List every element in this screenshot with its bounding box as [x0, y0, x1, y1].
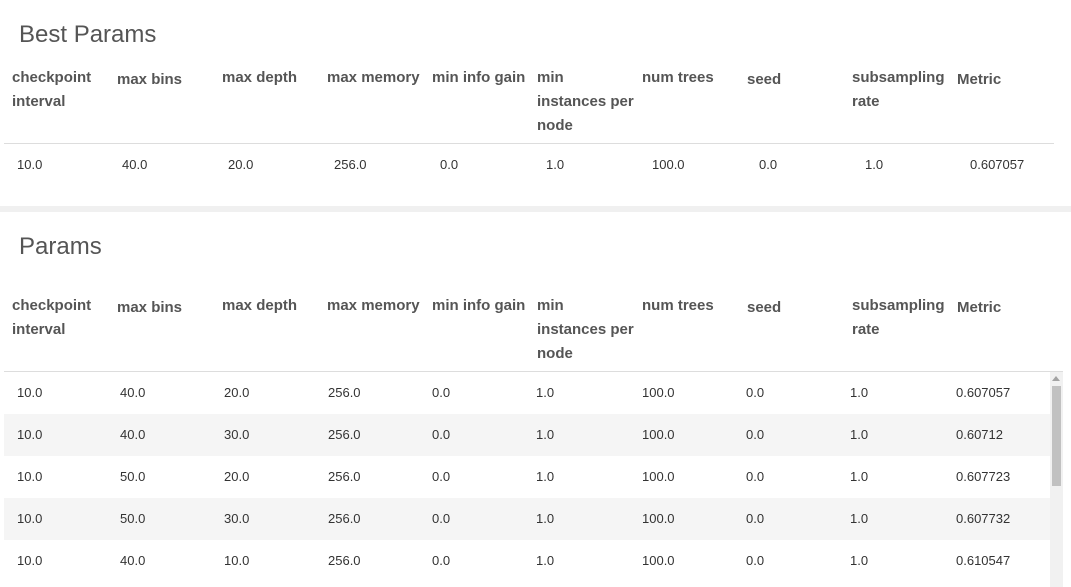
cell-max-bins: 40.0: [120, 553, 146, 568]
cell-min-instances-per-node: 1.0: [536, 553, 555, 568]
best-params-title: Best Params: [19, 21, 157, 48]
column-header-min-info-gain: min info gain: [432, 69, 526, 86]
cell-subsampling-rate: 1.0: [850, 553, 869, 568]
cell-min-instances-per-node: 1.0: [536, 385, 555, 400]
column-header-min-instances-per-node: min instances per node: [537, 69, 634, 134]
params-title: Params: [19, 233, 102, 260]
column-header-metric: Metric: [957, 299, 1002, 316]
cell-seed: 0.0: [746, 469, 765, 484]
cell-min-info-gain: 0.0: [432, 553, 451, 568]
params-header: checkpoint interval max bins max depth max …: [4, 294, 1054, 372]
table-row[interactable]: 10.0 50.0 30.0 256.0 0.0 1.0 100.0 0.0 1.0 0.6077…: [4, 498, 1050, 540]
cell-metric: 0.607057: [956, 385, 1011, 400]
cell-max-memory: 256.0: [328, 469, 361, 484]
cell-max-bins: 40.0: [120, 427, 146, 442]
cell-min-instances-per-node: 1.0: [536, 427, 555, 442]
column-header-checkpoint-interval: checkpoint interval: [12, 297, 92, 338]
cell-max-depth: 20.0: [224, 385, 250, 400]
cell-max-bins: 40.0: [120, 385, 146, 400]
cell-min-info-gain: 0.0: [432, 469, 451, 484]
cell-num-trees: 100.0: [642, 511, 675, 526]
cell-min-instances-per-node: 1.0: [536, 469, 555, 484]
cell-subsampling-rate: 1.0: [850, 427, 869, 442]
table-row[interactable]: 10.0 50.0 20.0 256.0 0.0 1.0 100.0 0.0 1.0 0.6077…: [4, 456, 1050, 498]
cell-checkpoint-interval: 10.0: [17, 553, 43, 568]
cell-subsampling-rate: 1.0: [865, 157, 884, 172]
cell-seed: 0.0: [746, 427, 765, 442]
cell-min-info-gain: 0.0: [432, 385, 451, 400]
best-params-panel: Best Params checkpoint interval max bins m…: [0, 0, 1071, 206]
cell-num-trees: 100.0: [642, 469, 675, 484]
column-header-num-trees: num trees: [642, 297, 714, 314]
cell-seed: 0.0: [759, 157, 778, 172]
cell-max-memory: 256.0: [334, 157, 367, 172]
scrollbar-thumb[interactable]: [1052, 386, 1061, 486]
cell-metric: 0.607732: [956, 511, 1011, 526]
scroll-up-arrow-icon[interactable]: [1052, 376, 1060, 381]
best-params-header: checkpoint interval max bins max depth max …: [4, 66, 1054, 144]
column-header-max-bins: max bins: [117, 71, 183, 88]
column-header-max-depth: max depth: [222, 69, 298, 86]
column-header-subsampling-rate: subsampling rate: [852, 69, 945, 110]
cell-num-trees: 100.0: [642, 553, 675, 568]
cell-num-trees: 100.0: [652, 157, 685, 172]
column-header-subsampling-rate: subsampling rate: [852, 297, 945, 338]
column-header-checkpoint-interval: checkpoint interval: [12, 69, 92, 110]
table-row[interactable]: 10.0 40.0 20.0 256.0 0.0 1.0 100.0 0.0 1.0 0.6070…: [4, 372, 1050, 414]
cell-subsampling-rate: 1.0: [850, 385, 869, 400]
params-scrollbar[interactable]: [1050, 372, 1063, 587]
cell-metric: 0.607057: [970, 157, 1025, 172]
column-header-min-instances-per-node: min instances per node: [537, 297, 634, 362]
best-params-header-divider: [4, 143, 1054, 144]
cell-max-memory: 256.0: [328, 385, 361, 400]
cell-min-instances-per-node: 1.0: [536, 511, 555, 526]
cell-seed: 0.0: [746, 511, 765, 526]
cell-max-depth: 30.0: [224, 511, 250, 526]
column-header-num-trees: num trees: [642, 69, 714, 86]
cell-subsampling-rate: 1.0: [850, 511, 869, 526]
cell-max-bins: 50.0: [120, 469, 146, 484]
column-header-max-memory: max memory: [327, 69, 420, 86]
cell-min-info-gain: 0.0: [440, 157, 459, 172]
cell-max-memory: 256.0: [328, 553, 361, 568]
table-row[interactable]: 10.0 40.0 10.0 256.0 0.0 1.0 100.0 0.0 1.0 0.6105…: [4, 540, 1050, 582]
cell-seed: 0.0: [746, 385, 765, 400]
cell-metric: 0.60712: [956, 427, 1003, 442]
cell-checkpoint-interval: 10.0: [17, 511, 43, 526]
column-header-metric: Metric: [957, 71, 1002, 88]
table-row[interactable]: 10.0 40.0 30.0 256.0 0.0 1.0 100.0 0.0 1.0 0.6071…: [4, 414, 1050, 456]
cell-max-memory: 256.0: [328, 427, 361, 442]
cell-max-depth: 20.0: [228, 157, 254, 172]
cell-seed: 0.0: [746, 553, 765, 568]
cell-checkpoint-interval: 10.0: [17, 469, 43, 484]
cell-min-instances-per-node: 1.0: [546, 157, 565, 172]
cell-subsampling-rate: 1.0: [850, 469, 869, 484]
params-header-divider: [4, 371, 1063, 372]
section-separator: [0, 206, 1071, 212]
best-params-row: 10.0 40.0 20.0 256.0 0.0 1.0 100.0 0.0 1.0 0.6070…: [4, 144, 1054, 186]
column-header-max-bins: max bins: [117, 299, 183, 316]
cell-metric: 0.607723: [956, 469, 1011, 484]
params-table-body[interactable]: 10.0 40.0 20.0 256.0 0.0 1.0 100.0 0.0 1.0 0.6070…: [4, 372, 1050, 587]
cell-checkpoint-interval: 10.0: [17, 385, 43, 400]
cell-max-bins: 40.0: [122, 157, 148, 172]
cell-min-info-gain: 0.0: [432, 427, 451, 442]
cell-min-info-gain: 0.0: [432, 511, 451, 526]
cell-max-depth: 20.0: [224, 469, 250, 484]
column-header-seed: seed: [747, 71, 782, 88]
cell-num-trees: 100.0: [642, 427, 675, 442]
cell-max-bins: 50.0: [120, 511, 146, 526]
cell-max-memory: 256.0: [328, 511, 361, 526]
column-header-max-depth: max depth: [222, 297, 298, 314]
cell-checkpoint-interval: 10.0: [17, 427, 43, 442]
params-panel: Params checkpoint interval max bins max de…: [0, 212, 1071, 587]
cell-checkpoint-interval: 10.0: [17, 157, 43, 172]
column-header-min-info-gain: min info gain: [432, 297, 526, 314]
column-header-max-memory: max memory: [327, 297, 420, 314]
cell-max-depth: 10.0: [224, 553, 250, 568]
cell-max-depth: 30.0: [224, 427, 250, 442]
column-header-seed: seed: [747, 299, 782, 316]
cell-metric: 0.610547: [956, 553, 1011, 568]
cell-num-trees: 100.0: [642, 385, 675, 400]
